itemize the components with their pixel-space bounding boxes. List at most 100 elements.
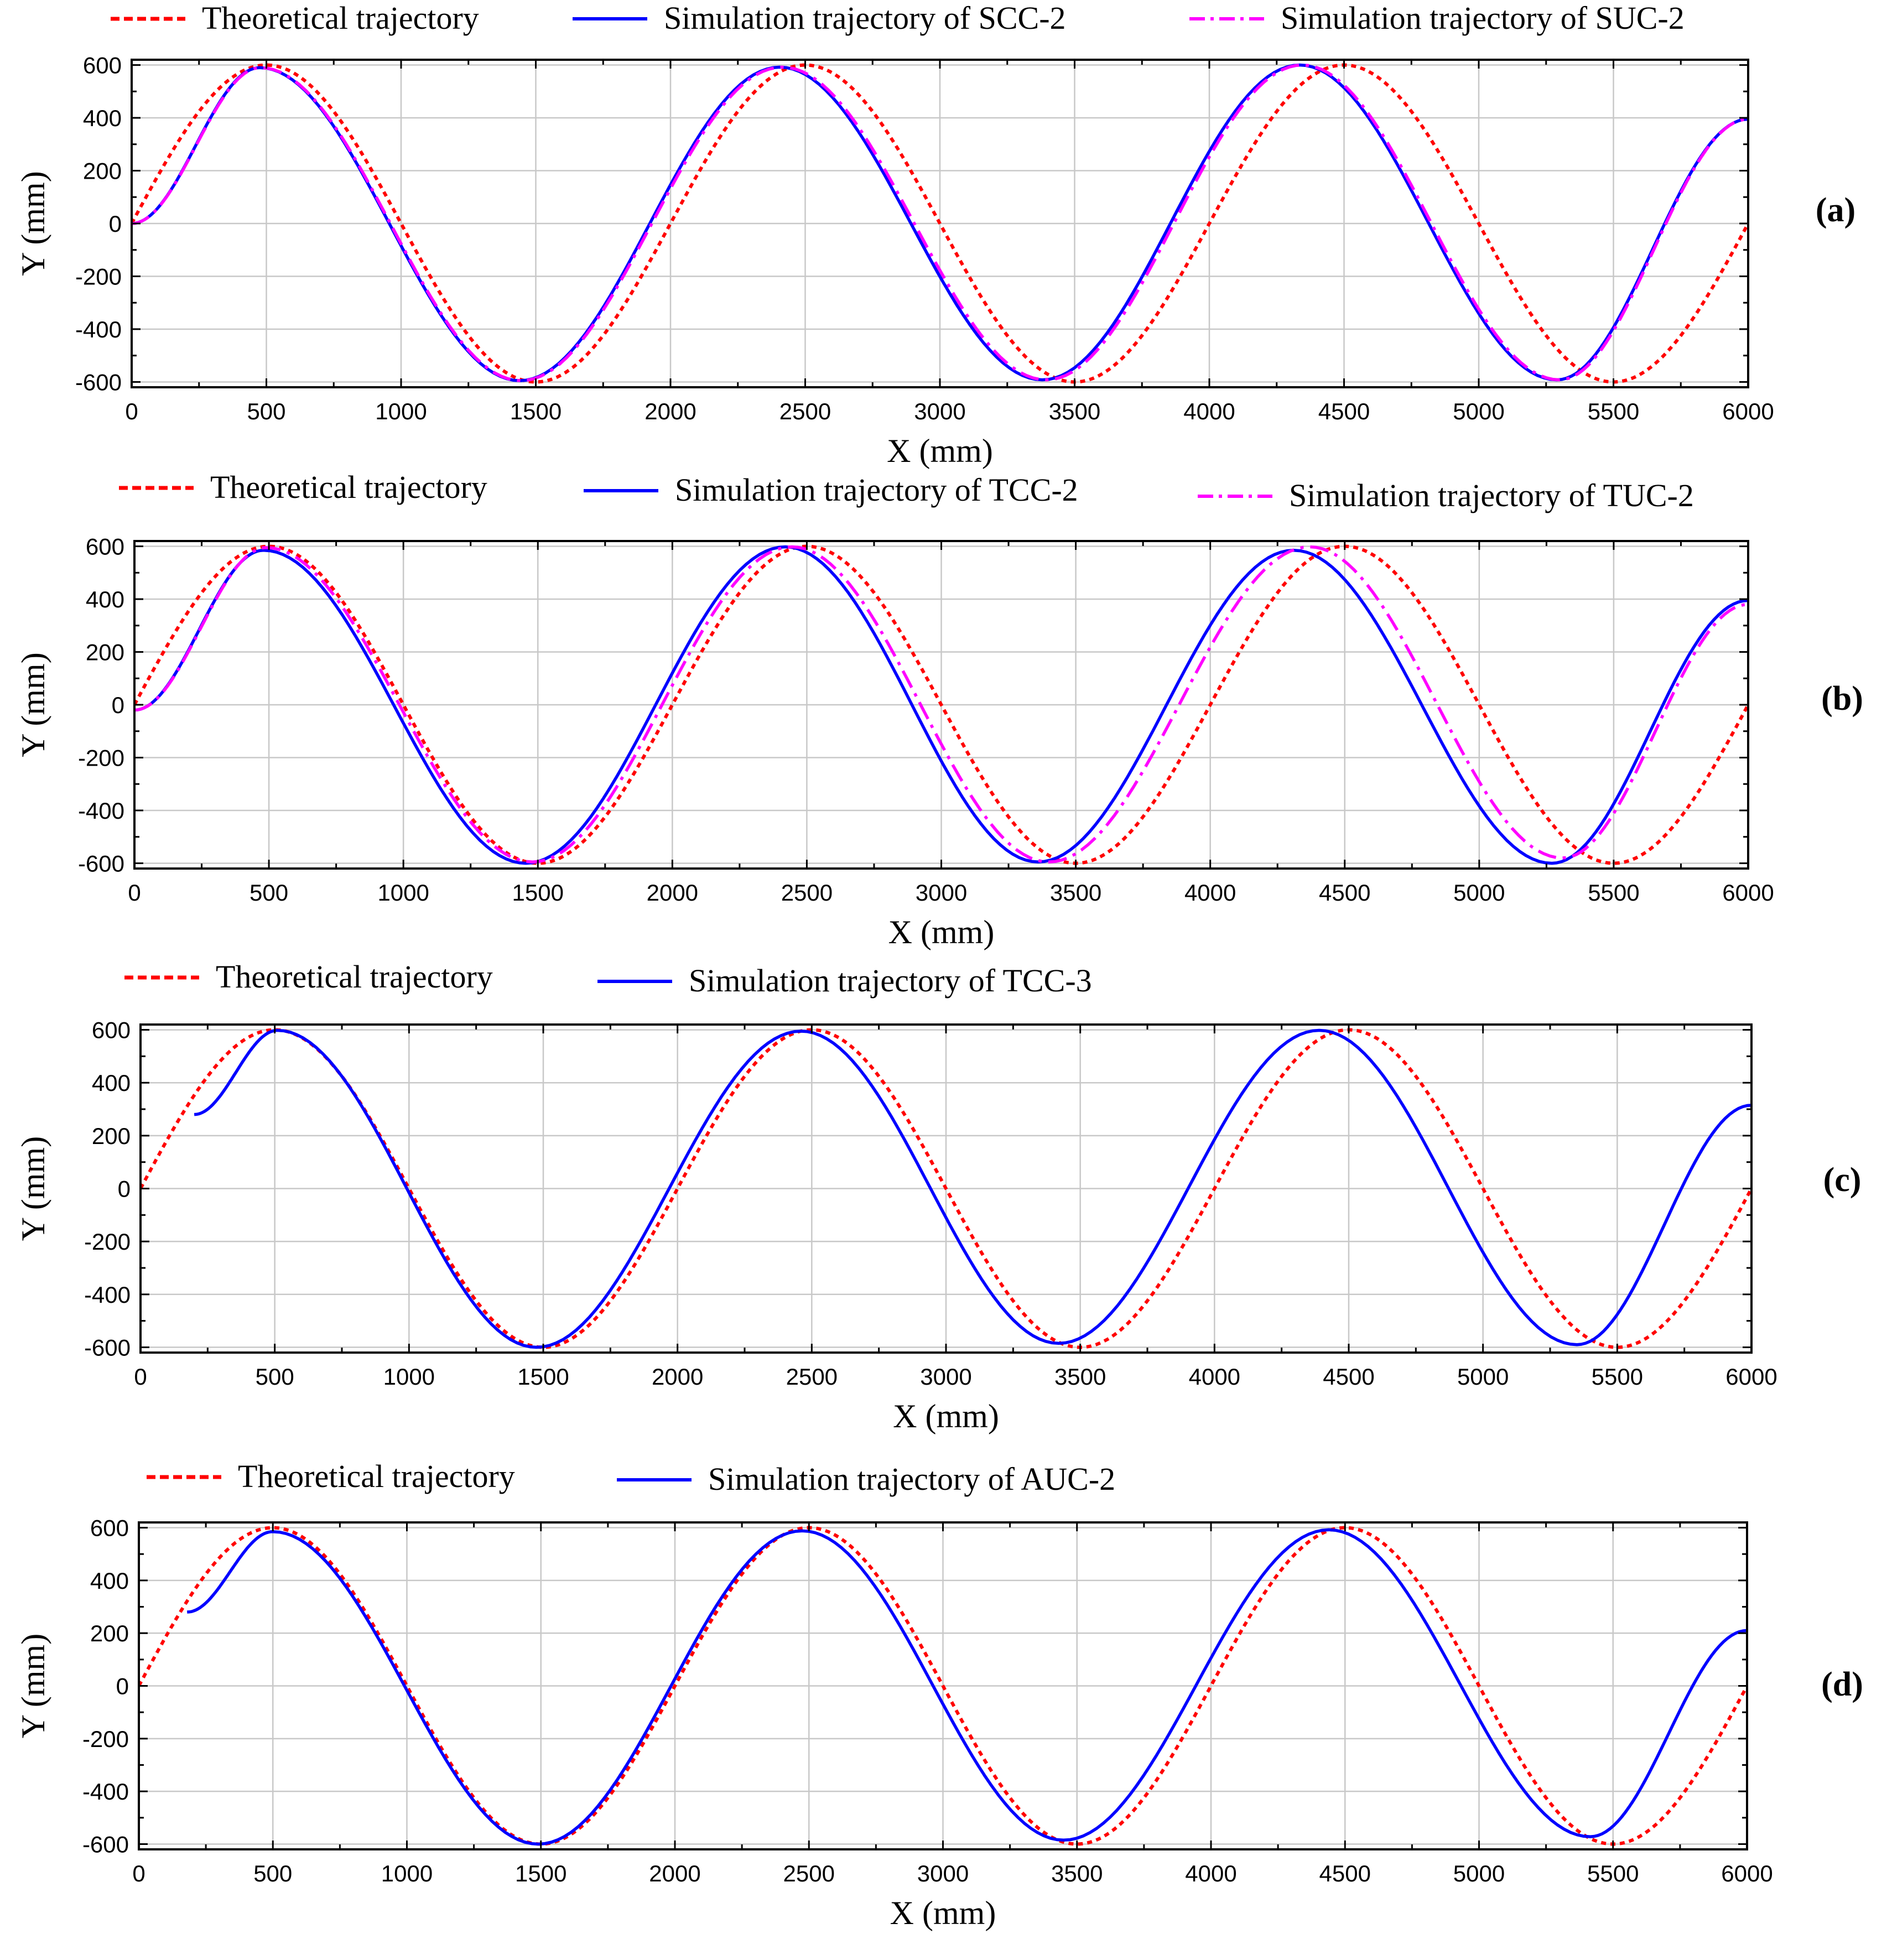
panel-b: 0 500 1000 1500 2000 2500 3000 3500 4000 4500 5000…	[15, 469, 1863, 950]
x-tick-label: 2500	[779, 398, 831, 424]
series-line-1	[134, 545, 1748, 865]
y-tick-label: -400	[75, 316, 122, 342]
legend-label: Theoretical trajectory	[216, 959, 493, 995]
x-tick-label: 4500	[1318, 398, 1370, 424]
x-tick-label: 4000	[1189, 1364, 1240, 1390]
x-tick-label: 3000	[916, 880, 967, 906]
legend-label: Simulation trajectory of SCC-2	[664, 0, 1066, 36]
x-tick-label: 2500	[783, 1860, 835, 1886]
panel-label: (c)	[1823, 1161, 1862, 1199]
x-axis-label: X (mm)	[893, 1398, 999, 1434]
series-line-0	[132, 63, 1748, 384]
legend: Theoretical trajectory Simulation traject…	[119, 469, 1694, 513]
y-tick-label: 600	[86, 534, 124, 560]
x-tick-label: 1000	[383, 1364, 435, 1390]
ticks	[139, 1025, 1753, 1353]
x-tick-label: 5000	[1453, 1860, 1505, 1886]
x-tick-label: 0	[132, 1860, 145, 1886]
x-tick-label: 2000	[649, 1860, 700, 1886]
x-tick-label: 1000	[381, 1860, 433, 1886]
panel-label: (b)	[1821, 680, 1863, 718]
y-tick-label: -200	[75, 263, 122, 289]
series-line-1	[187, 1528, 1747, 1846]
series-line-2	[132, 63, 1748, 382]
x-tick-label: 3500	[1054, 1364, 1106, 1390]
x-tick-label: 3000	[914, 398, 965, 424]
series-line-0	[139, 1526, 1747, 1846]
y-tick-label: 400	[86, 586, 124, 612]
x-tick-label: 3500	[1051, 1860, 1103, 1886]
y-tick-label: 200	[83, 158, 122, 184]
x-tick-label: 4500	[1319, 1860, 1371, 1886]
y-axis-label: Y (mm)	[15, 171, 51, 275]
x-tick-label: 5500	[1592, 1364, 1643, 1390]
x-tick-label: 5500	[1588, 398, 1639, 424]
x-tick-label: 4500	[1319, 880, 1370, 906]
y-tick-label: -200	[78, 745, 124, 771]
x-tick-label: 5000	[1453, 880, 1505, 906]
x-tick-label: 3500	[1049, 398, 1100, 424]
y-tick-label: -200	[82, 1726, 129, 1752]
y-tick-label: 600	[92, 1017, 131, 1043]
y-tick-label: 0	[112, 692, 124, 718]
y-tick-label: 600	[83, 53, 122, 79]
legend-label: Theoretical trajectory	[238, 1458, 515, 1494]
x-tick-label: 1000	[377, 880, 429, 906]
y-tick-label: 0	[116, 1673, 129, 1699]
legend-label: Theoretical trajectory	[210, 469, 487, 505]
x-tick-label: 3500	[1050, 880, 1101, 906]
y-tick-label: 200	[86, 640, 124, 666]
x-tick-label: 4000	[1183, 398, 1235, 424]
x-tick-label: 2500	[781, 880, 833, 906]
panel-d: 0 500 1000 1500 2000 2500 3000 3500 4000 4500 5000…	[15, 1458, 1863, 1931]
x-tick-label: 6000	[1721, 1860, 1773, 1886]
y-tick-label: 600	[90, 1515, 129, 1541]
y-tick-label: 200	[90, 1620, 129, 1646]
panel-label: (a)	[1816, 191, 1855, 229]
x-tick-label: 0	[125, 398, 138, 424]
ticks	[131, 60, 1749, 387]
x-tick-label: 500	[256, 1364, 294, 1390]
x-tick-label: 2500	[786, 1364, 838, 1390]
y-tick-label: 400	[90, 1568, 129, 1594]
x-tick-label: 500	[253, 1860, 292, 1886]
x-tick-label: 6000	[1725, 1364, 1777, 1390]
x-tick-label: 4000	[1185, 1860, 1236, 1886]
legend: Theoretical trajectory Simulation traject…	[147, 1458, 1115, 1497]
ticks	[133, 541, 1749, 869]
y-tick-label: 400	[83, 105, 122, 131]
x-tick-label: 4000	[1184, 880, 1236, 906]
y-tick-label: -600	[75, 369, 122, 395]
x-tick-label: 5000	[1457, 1364, 1509, 1390]
legend: Theoretical trajectory Simulation traject…	[111, 0, 1685, 36]
y-tick-label: -400	[78, 798, 124, 824]
panel-c: 0 500 1000 1500 2000 2500 3000 3500 4000 4500 5000…	[15, 959, 1861, 1434]
x-tick-label: 1000	[375, 398, 427, 424]
legend-label: Simulation trajectory of AUC-2	[708, 1461, 1115, 1497]
x-axis-label: X (mm)	[887, 433, 993, 469]
x-tick-label: 5500	[1588, 880, 1639, 906]
y-tick-label: 0	[109, 211, 122, 237]
x-tick-label: 1500	[515, 1860, 566, 1886]
x-tick-label: 6000	[1722, 398, 1774, 424]
x-tick-label: 5500	[1587, 1860, 1639, 1886]
y-tick-label: -600	[82, 1831, 129, 1857]
x-tick-label: 3000	[917, 1860, 969, 1886]
series-line-0	[134, 544, 1748, 865]
ticks	[138, 1522, 1748, 1849]
x-axis-label: X (mm)	[890, 1895, 996, 1931]
y-axis-label: Y (mm)	[15, 1634, 51, 1738]
x-tick-label: 500	[247, 398, 285, 424]
legend-label: Theoretical trajectory	[202, 0, 479, 36]
y-axis-label: Y (mm)	[15, 1136, 51, 1241]
y-tick-label: 400	[92, 1070, 131, 1096]
series-line-2	[134, 545, 1748, 864]
series-line-1	[194, 1028, 1751, 1349]
y-tick-label: -400	[82, 1779, 129, 1805]
x-tick-label: 2000	[647, 880, 698, 906]
series-line-0	[141, 1028, 1751, 1349]
y-tick-label: 0	[118, 1176, 131, 1202]
x-tick-label: 0	[134, 1364, 147, 1390]
y-tick-label: 200	[92, 1123, 131, 1149]
